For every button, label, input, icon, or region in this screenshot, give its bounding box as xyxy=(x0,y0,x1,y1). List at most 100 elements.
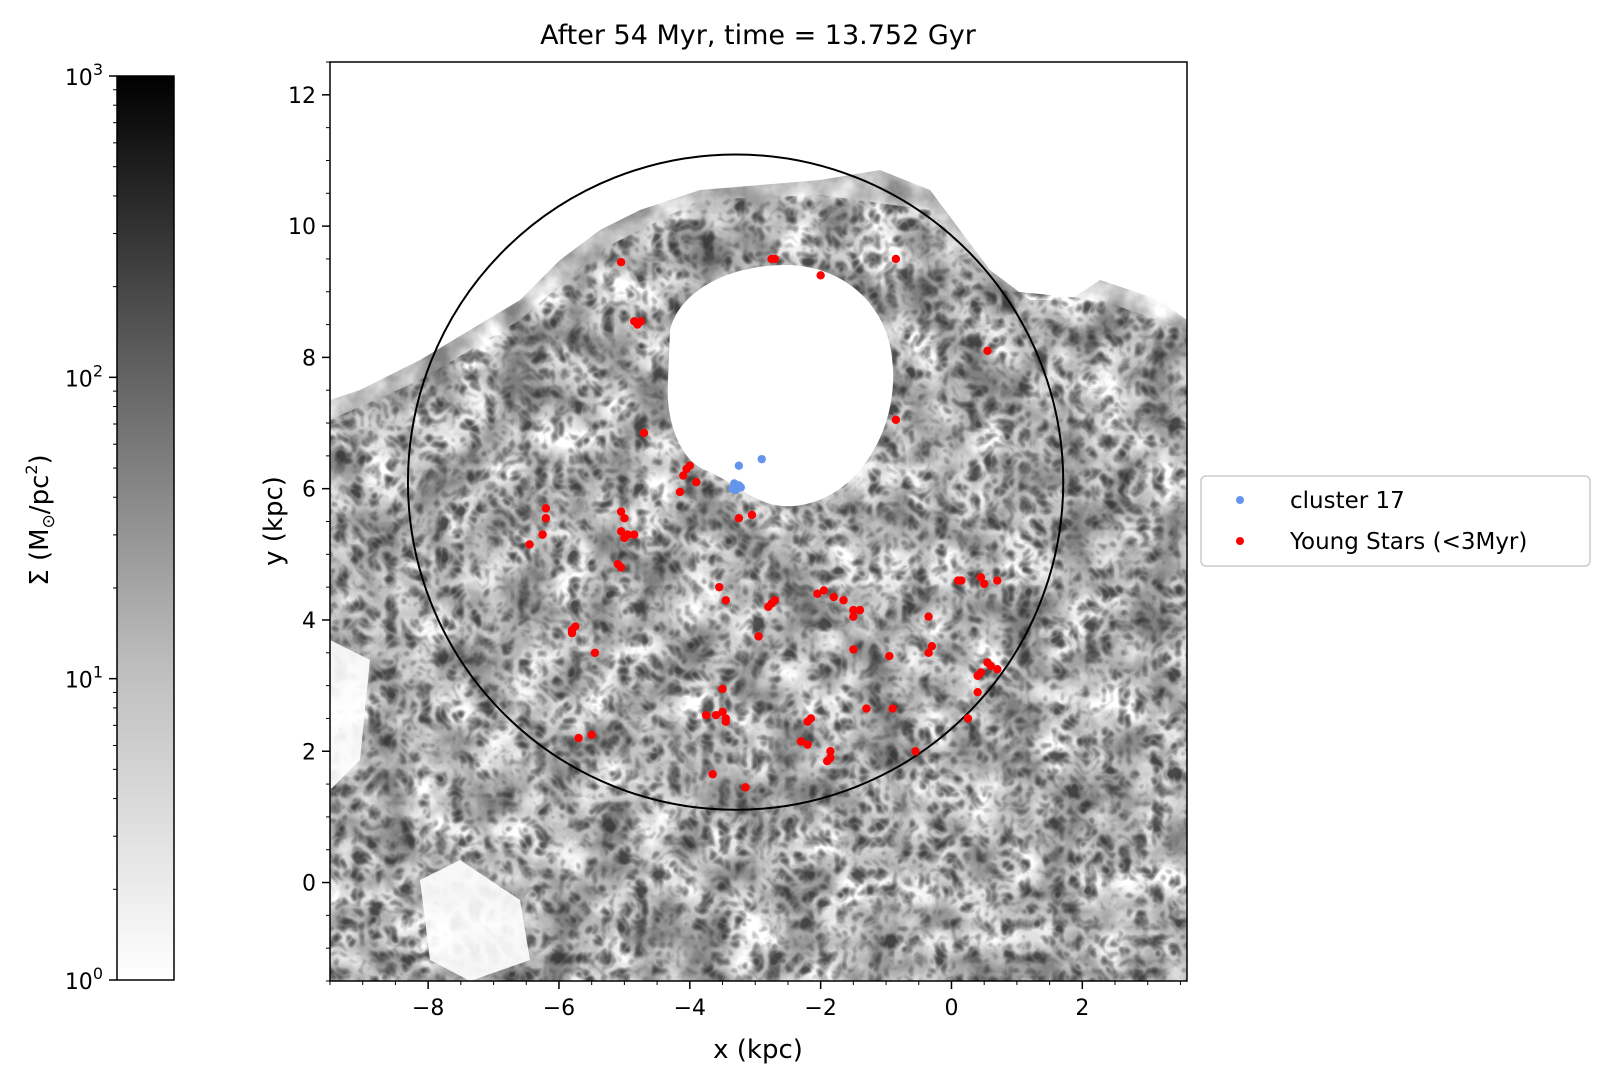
young-star-point xyxy=(754,632,763,641)
young-star-point xyxy=(715,582,724,592)
young-star-point xyxy=(803,740,812,749)
series-cluster-17 xyxy=(728,454,766,495)
colorbar-tick-label: 101 xyxy=(65,663,103,694)
young-star-point xyxy=(888,704,897,713)
y-tick-label: 6 xyxy=(302,478,316,503)
scatter-points xyxy=(525,254,1002,792)
empty-corner xyxy=(330,640,370,790)
colorbar-label-sup: 2 xyxy=(22,464,41,474)
young-star-point xyxy=(911,747,920,756)
young-star-point xyxy=(718,707,727,717)
young-star-point xyxy=(806,714,816,723)
y-tick-label: 2 xyxy=(302,740,316,765)
young-star-point xyxy=(986,661,995,671)
colorbar-gradient xyxy=(116,75,175,981)
young-star-point xyxy=(747,510,757,520)
gas-texture xyxy=(330,195,1187,981)
young-star-point xyxy=(993,664,1002,674)
young-star-point xyxy=(525,540,534,549)
density-map xyxy=(330,62,1187,981)
young-star-point xyxy=(855,605,865,615)
young-star-point xyxy=(721,596,730,605)
colorbar-label: Σ (M⊙/pc2) xyxy=(22,454,59,585)
young-star-point xyxy=(822,756,832,766)
young-star-point xyxy=(590,648,600,657)
young-star-point xyxy=(976,573,986,582)
young-star-point xyxy=(963,714,973,723)
colorbar-ticks xyxy=(109,75,117,981)
young-star-point xyxy=(616,563,626,572)
young-star-point xyxy=(633,320,642,329)
x-tick-label: 0 xyxy=(944,996,958,1021)
young-star-point xyxy=(741,783,750,792)
legend-label-young-stars: Young Stars (<3Myr) xyxy=(1289,529,1527,555)
young-star-point xyxy=(924,612,933,621)
young-star-point xyxy=(734,514,744,523)
x-tick-label: 2 xyxy=(1075,996,1089,1021)
x-tick-label: −2 xyxy=(804,996,836,1021)
x-tick-label: −8 xyxy=(412,996,444,1021)
aperture-circle xyxy=(406,153,1065,811)
young-star-point xyxy=(679,471,688,480)
y-axis-label: y (kpc) xyxy=(259,476,289,566)
young-star-point xyxy=(541,514,551,523)
young-star-point xyxy=(764,602,773,612)
legend-label-cluster: cluster 17 xyxy=(1290,488,1405,514)
x-tick-label: −4 xyxy=(674,996,706,1021)
colorbar-tick-label: 103 xyxy=(65,60,103,91)
series-young-stars xyxy=(525,254,1002,792)
young-star-point xyxy=(983,346,992,356)
young-star-point xyxy=(620,533,629,543)
y-tick-label: 8 xyxy=(302,346,316,371)
y-axis-ticks: 0 2 4 6 8 10 12 xyxy=(288,61,330,982)
colorbar-tick-labels: 100 101 102 103 xyxy=(65,60,103,995)
x-axis-label: x (kpc) xyxy=(713,1035,803,1065)
empty-patch xyxy=(420,860,530,981)
young-star-point xyxy=(957,576,966,585)
plot-area: −8 −6 −4 −2 0 2 0 2 4 6 8 10 12 xyxy=(288,61,1188,1021)
young-star-point xyxy=(993,576,1002,585)
cluster-point xyxy=(736,483,746,492)
young-star-point xyxy=(711,710,721,720)
young-star-point xyxy=(616,258,626,267)
y-tick-label: 4 xyxy=(302,609,316,634)
young-star-point xyxy=(616,507,626,516)
y-tick-label: 0 xyxy=(302,872,316,897)
young-star-point xyxy=(839,596,848,605)
legend-box xyxy=(1200,475,1591,567)
cluster-point xyxy=(734,461,744,470)
x-tick-label: −6 xyxy=(543,996,575,1021)
young-star-point xyxy=(675,487,685,497)
y-tick-label: 10 xyxy=(288,215,316,240)
young-star-point xyxy=(708,770,717,779)
legend-marker-cluster xyxy=(1236,496,1244,504)
young-star-point xyxy=(891,254,901,264)
young-star-point xyxy=(541,504,551,513)
young-star-point xyxy=(685,461,695,470)
young-star-point xyxy=(639,428,649,438)
bubble-cavity xyxy=(667,265,894,507)
young-star-point xyxy=(924,648,933,657)
young-star-point xyxy=(796,737,806,746)
young-star-point xyxy=(718,684,727,694)
young-star-point xyxy=(819,586,829,595)
chart-title: After 54 Myr, time = 13.752 Gyr xyxy=(540,20,977,51)
young-star-point xyxy=(979,579,989,589)
young-star-point xyxy=(829,592,838,602)
young-star-point xyxy=(770,254,780,264)
young-star-point xyxy=(616,527,626,536)
young-star-point xyxy=(630,530,639,539)
young-star-point xyxy=(849,645,858,654)
young-star-point xyxy=(927,642,937,651)
cluster-point xyxy=(730,479,739,488)
colorbar-tick-label: 100 xyxy=(65,964,103,995)
legend: cluster 17 Young Stars (<3Myr) xyxy=(1200,475,1591,567)
young-star-point xyxy=(849,605,858,615)
young-star-point xyxy=(885,651,894,661)
young-star-point xyxy=(770,596,780,605)
young-star-point xyxy=(849,612,858,621)
young-star-point xyxy=(813,589,822,598)
colorbar-label-sun: ⊙ xyxy=(39,514,59,528)
young-star-point xyxy=(587,730,596,740)
